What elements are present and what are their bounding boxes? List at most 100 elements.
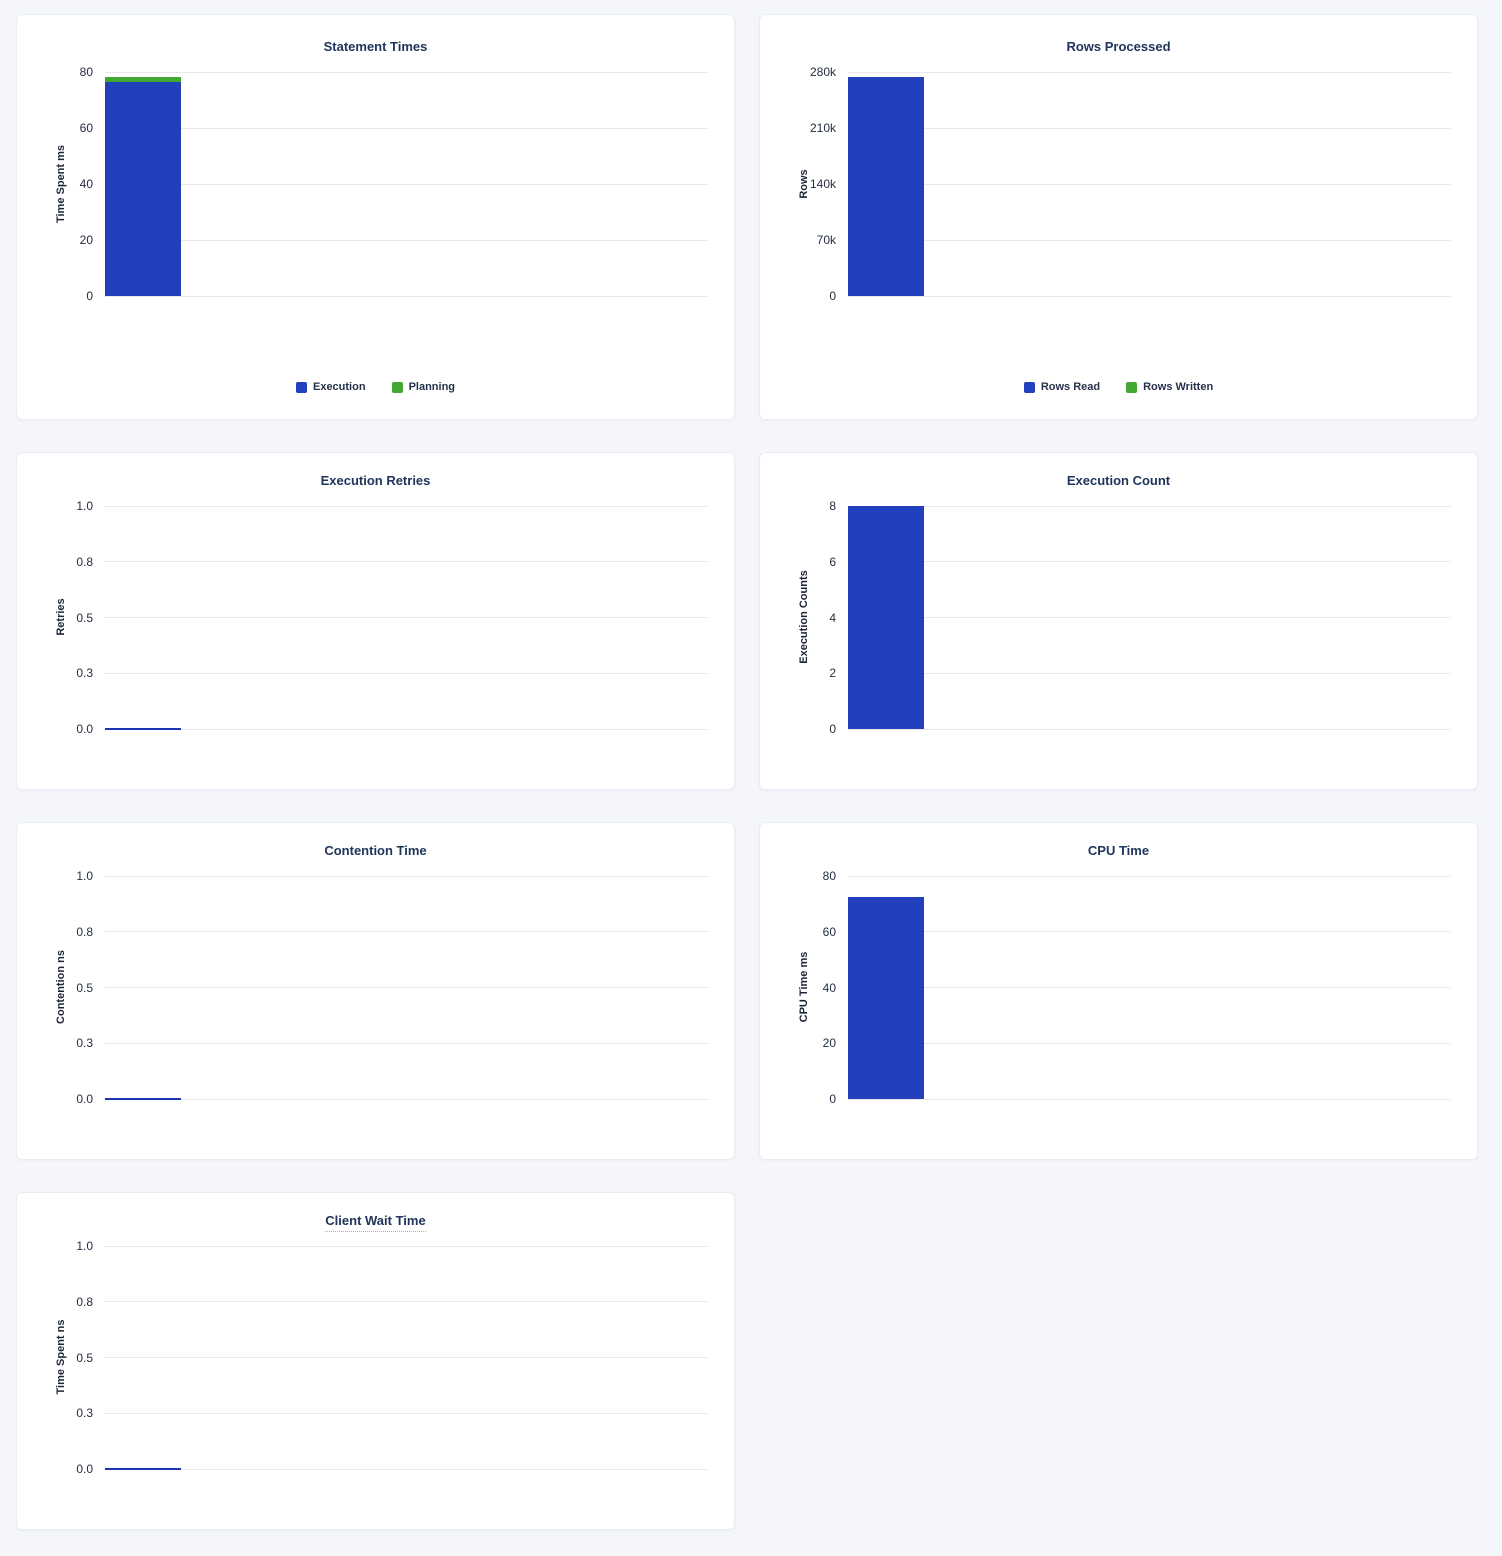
chart-title: Contention Time bbox=[17, 843, 734, 858]
y-tick-label: 20 bbox=[822, 1036, 836, 1051]
bar-planning bbox=[105, 76, 181, 82]
y-tick-label: 0.0 bbox=[76, 1092, 93, 1106]
gridline bbox=[848, 239, 1451, 241]
y-tick-label: 0.8 bbox=[76, 924, 93, 939]
card-rows-processed: Rows Processed Rows 0 70k 140k 210k 280k Row… bbox=[759, 14, 1478, 420]
chart-title: Execution Count bbox=[760, 473, 1477, 488]
gridline bbox=[105, 1357, 708, 1358]
y-tick-label: 40 bbox=[822, 980, 836, 995]
chart-title-text: Statement Times bbox=[323, 39, 428, 54]
bar-execution-count bbox=[848, 506, 924, 729]
gridline bbox=[848, 931, 1451, 933]
y-tick-label: 0.5 bbox=[76, 610, 93, 625]
chart-title: CPU Time bbox=[760, 843, 1477, 858]
gridline bbox=[105, 1412, 708, 1414]
y-tick-label: 0 bbox=[829, 289, 836, 303]
legend-item-planning: Planning bbox=[391, 381, 455, 393]
series-line-client-wait bbox=[105, 1468, 181, 1470]
gridline bbox=[848, 1098, 1451, 1100]
y-tick-label: 1.0 bbox=[76, 499, 93, 513]
bar-execution bbox=[105, 81, 181, 296]
plot-area bbox=[105, 505, 708, 730]
y-tick-label: 80 bbox=[822, 869, 836, 883]
gridline bbox=[105, 1042, 708, 1044]
legend-item-rows-read: Rows Read bbox=[1023, 381, 1100, 393]
chart-title-text[interactable]: Client Wait Time bbox=[325, 1213, 426, 1232]
y-axis-ticks: 0.0 0.3 0.5 0.8 1.0 bbox=[17, 869, 93, 1106]
y-axis-ticks: 0 20 40 60 80 bbox=[760, 869, 836, 1106]
gridline bbox=[105, 1098, 708, 1100]
card-cpu-time: CPU Time CPU Time ms 0 20 40 60 80 bbox=[759, 822, 1478, 1160]
y-tick-label: 0.5 bbox=[76, 1350, 93, 1365]
gridline bbox=[848, 728, 1451, 730]
y-tick-label: 6 bbox=[829, 554, 836, 569]
y-tick-label: 0.8 bbox=[76, 1294, 93, 1309]
legend-item-rows-written: Rows Written bbox=[1126, 381, 1213, 393]
plot-area bbox=[105, 1245, 708, 1470]
y-axis-ticks: 0.0 0.3 0.5 0.8 1.0 bbox=[17, 1239, 93, 1476]
gridline bbox=[848, 183, 1451, 185]
y-axis-ticks: 0 2 4 6 8 bbox=[760, 499, 836, 736]
y-axis-ticks: 0.0 0.3 0.5 0.8 1.0 bbox=[17, 499, 93, 736]
gridline bbox=[105, 127, 708, 129]
gridline bbox=[105, 71, 708, 73]
legend-item-execution: Execution bbox=[295, 381, 366, 393]
gridline bbox=[848, 987, 1451, 988]
y-tick-label: 210k bbox=[809, 121, 836, 135]
legend: Rows Read Rows Written bbox=[760, 381, 1477, 393]
gridline bbox=[848, 875, 1451, 877]
card-statement-times: Statement Times Time Spent ms 0 20 40 60 80 … bbox=[16, 14, 735, 420]
chart-title-text: Contention Time bbox=[324, 843, 427, 858]
y-tick-label: 0.0 bbox=[76, 1462, 93, 1476]
plot-area bbox=[848, 875, 1451, 1100]
gridline bbox=[105, 1301, 708, 1303]
y-tick-label: 0.0 bbox=[76, 722, 93, 736]
gridline bbox=[848, 295, 1451, 297]
y-tick-label: 2 bbox=[829, 666, 836, 681]
gridline bbox=[105, 987, 708, 988]
y-tick-label: 4 bbox=[829, 610, 836, 625]
bar-rows-read bbox=[848, 76, 924, 296]
chart-title: Rows Processed bbox=[760, 39, 1477, 54]
y-tick-label: 0.5 bbox=[76, 980, 93, 995]
gridline bbox=[105, 561, 708, 563]
legend: Execution Planning bbox=[17, 381, 734, 393]
gridline bbox=[105, 1245, 708, 1247]
bar-cpu-time bbox=[848, 896, 924, 1099]
legend-swatch bbox=[391, 381, 403, 393]
chart-title: Client Wait Time bbox=[17, 1213, 734, 1232]
y-tick-label: 70k bbox=[816, 233, 836, 247]
card-client-wait-time: Client Wait Time Time Spent ns 0.0 0.3 0.5… bbox=[16, 1192, 735, 1530]
y-tick-label: 1.0 bbox=[76, 869, 93, 883]
gridline bbox=[848, 561, 1451, 563]
plot-area bbox=[848, 505, 1451, 730]
gridline bbox=[105, 672, 708, 674]
y-tick-label: 0.8 bbox=[76, 554, 93, 569]
gridline bbox=[848, 617, 1451, 618]
gridline bbox=[105, 295, 708, 297]
legend-swatch bbox=[1126, 381, 1138, 393]
y-tick-label: 8 bbox=[829, 499, 836, 513]
card-contention-time: Contention Time Contention ns 0.0 0.3 0.5 0… bbox=[16, 822, 735, 1160]
legend-swatch bbox=[1023, 381, 1035, 393]
gridline bbox=[848, 505, 1451, 507]
gridline bbox=[105, 1468, 708, 1470]
plot-area bbox=[105, 875, 708, 1100]
y-tick-label: 0.3 bbox=[76, 1406, 93, 1421]
legend-label: Execution bbox=[312, 381, 366, 393]
legend-label: Rows Written bbox=[1143, 381, 1214, 393]
gridline bbox=[848, 1042, 1451, 1044]
y-tick-label: 0 bbox=[829, 1092, 836, 1106]
chart-title: Statement Times bbox=[17, 39, 734, 54]
plot-area bbox=[105, 71, 708, 297]
y-tick-label: 0.3 bbox=[76, 1036, 93, 1051]
gridline bbox=[105, 239, 708, 241]
chart-title-text: Execution Retries bbox=[320, 473, 431, 488]
y-tick-label: 0.3 bbox=[76, 666, 93, 681]
y-tick-label: 280k bbox=[809, 65, 836, 79]
y-tick-label: 80 bbox=[79, 65, 93, 79]
legend-swatch bbox=[295, 381, 307, 393]
gridline bbox=[105, 931, 708, 933]
gridline bbox=[105, 505, 708, 507]
